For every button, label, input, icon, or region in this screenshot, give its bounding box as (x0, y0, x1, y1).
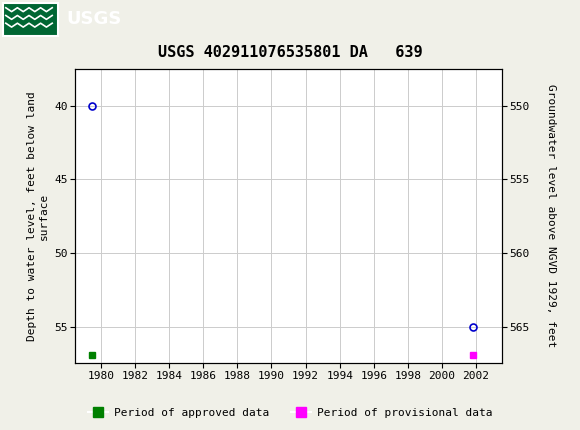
Y-axis label: Groundwater level above NGVD 1929, feet: Groundwater level above NGVD 1929, feet (546, 84, 556, 348)
Legend: Period of approved data, Period of provisional data: Period of approved data, Period of provi… (84, 403, 496, 422)
Bar (3, 3, 58, 36)
Text: USGS: USGS (67, 10, 122, 28)
Text: USGS 402911076535801 DA   639: USGS 402911076535801 DA 639 (158, 45, 422, 60)
Y-axis label: Depth to water level, feet below land
surface: Depth to water level, feet below land su… (27, 91, 49, 341)
